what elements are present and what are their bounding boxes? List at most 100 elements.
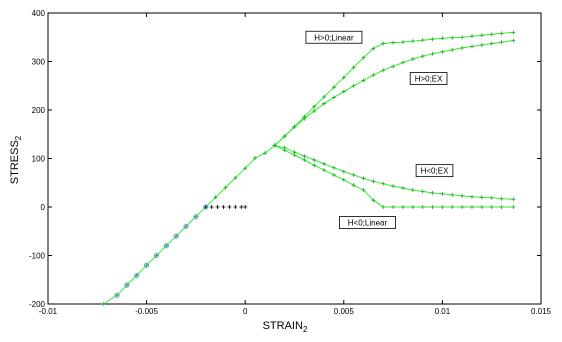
data-point <box>312 157 317 162</box>
data-point <box>479 195 484 200</box>
data-point <box>351 65 356 70</box>
data-point <box>479 205 484 209</box>
data-point <box>233 205 238 209</box>
data-point <box>420 54 425 59</box>
data-point <box>184 224 189 229</box>
data-point <box>213 195 218 200</box>
data-point <box>193 214 199 220</box>
data-point <box>331 165 336 170</box>
y-tick-label: 100 <box>32 155 46 164</box>
data-point <box>243 166 248 171</box>
data-point <box>209 205 214 209</box>
annotation-box: H<0;Linear <box>339 216 396 229</box>
x-tick-label: -0.005 <box>135 307 158 316</box>
data-point <box>134 273 139 278</box>
data-point <box>420 189 425 194</box>
data-point <box>511 38 516 43</box>
x-tick-label: -0.01 <box>39 307 58 316</box>
x-axis-label: STRAIN2 <box>263 320 308 334</box>
data-point <box>262 151 267 156</box>
series-h-neg-ex <box>272 143 516 202</box>
annotation-label: H>0;EX <box>415 74 443 83</box>
data-point <box>322 161 327 166</box>
data-point <box>312 108 317 113</box>
annotation-frame <box>415 164 454 178</box>
data-point <box>134 272 140 279</box>
data-point <box>430 190 435 195</box>
data-point <box>292 153 297 158</box>
data-point <box>479 33 484 38</box>
annotation-frame <box>305 30 363 44</box>
y-axis-label-sub: 2 <box>14 135 23 140</box>
data-point <box>124 282 130 288</box>
y-axis-label-text: STRESS <box>9 140 21 184</box>
data-point <box>272 143 277 148</box>
data-point <box>489 205 494 209</box>
data-point <box>203 204 209 210</box>
data-point <box>381 181 386 186</box>
data-point <box>381 68 386 73</box>
annotation-label: H<0;Linear <box>348 219 388 228</box>
data-point <box>124 283 129 288</box>
y-tick-label: -200 <box>29 300 46 309</box>
data-point <box>400 205 405 209</box>
data-point <box>391 184 396 189</box>
data-point <box>193 214 198 219</box>
data-point <box>460 205 465 209</box>
annotation-frame <box>409 72 448 85</box>
series-h-pos-ex <box>272 38 516 148</box>
data-point <box>331 95 336 100</box>
data-point <box>410 57 415 62</box>
data-point <box>420 38 425 43</box>
data-point <box>371 198 376 203</box>
data-point <box>361 188 366 193</box>
series-line <box>274 40 514 146</box>
data-point <box>440 205 445 209</box>
data-point <box>381 205 386 209</box>
annotation-box: H<0;EX <box>415 164 454 178</box>
x-axis-label-sub: 2 <box>303 325 308 334</box>
data-point <box>115 293 120 298</box>
data-point <box>440 36 445 41</box>
x-tick-label: 0.005 <box>334 307 355 316</box>
data-point <box>400 186 405 191</box>
data-point <box>361 78 366 83</box>
data-point <box>440 191 445 196</box>
data-point <box>460 193 465 198</box>
data-point <box>331 172 336 177</box>
data-point <box>203 205 208 209</box>
data-point <box>489 41 494 46</box>
data-point <box>243 205 248 209</box>
data-point <box>114 292 120 298</box>
data-point <box>479 43 484 48</box>
data-point <box>391 40 396 45</box>
data-point <box>391 64 396 69</box>
y-tick-label: 300 <box>32 58 46 67</box>
data-point <box>430 37 435 42</box>
data-point <box>183 223 189 230</box>
data-point <box>371 73 376 78</box>
x-tick-label: 0 <box>243 307 248 316</box>
data-point <box>420 205 425 209</box>
data-point <box>469 34 474 39</box>
series-line <box>274 144 514 208</box>
data-point <box>282 148 287 153</box>
chart-annotations: H>0;Linear H>0;EX H<0;EX H<0;Linear <box>305 30 454 229</box>
data-point <box>391 205 396 209</box>
data-point <box>400 60 405 65</box>
data-point <box>410 188 415 193</box>
data-point <box>351 83 356 88</box>
data-point <box>302 157 307 162</box>
data-point <box>154 253 159 258</box>
data-point <box>233 175 238 180</box>
data-point <box>331 85 336 90</box>
data-point <box>101 302 106 306</box>
chart-axes: -0.01 -0.005 0 0.005 0.01 0.015 -200 -100 0 100 20… <box>29 9 552 316</box>
data-point <box>312 163 317 168</box>
data-point <box>322 101 327 106</box>
plot-frame <box>47 12 542 305</box>
data-point <box>253 156 258 161</box>
y-tick-label: 0 <box>41 203 46 212</box>
data-point <box>239 205 244 209</box>
data-point <box>312 104 317 109</box>
